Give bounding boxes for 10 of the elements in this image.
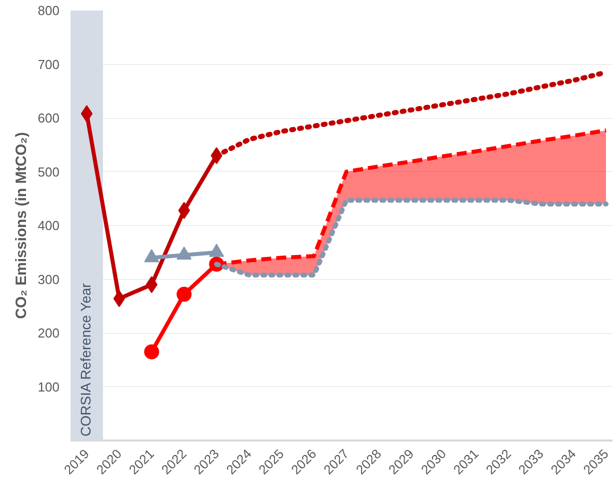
y-tick-label: 800: [38, 3, 60, 18]
y-tick-label: 600: [38, 110, 60, 126]
y-tick-label: 100: [38, 379, 60, 394]
y-tick-label: 700: [38, 56, 60, 72]
y-axis-title: CO₂ Emissions (in MtCO₂): [12, 132, 30, 319]
band-label: CORSIA Reference Year: [78, 282, 94, 436]
y-tick-label: 500: [38, 164, 60, 180]
y-tick-label: 400: [38, 218, 60, 233]
y-tick-label: 200: [38, 326, 60, 340]
y-tick-label: 300: [38, 272, 60, 287]
